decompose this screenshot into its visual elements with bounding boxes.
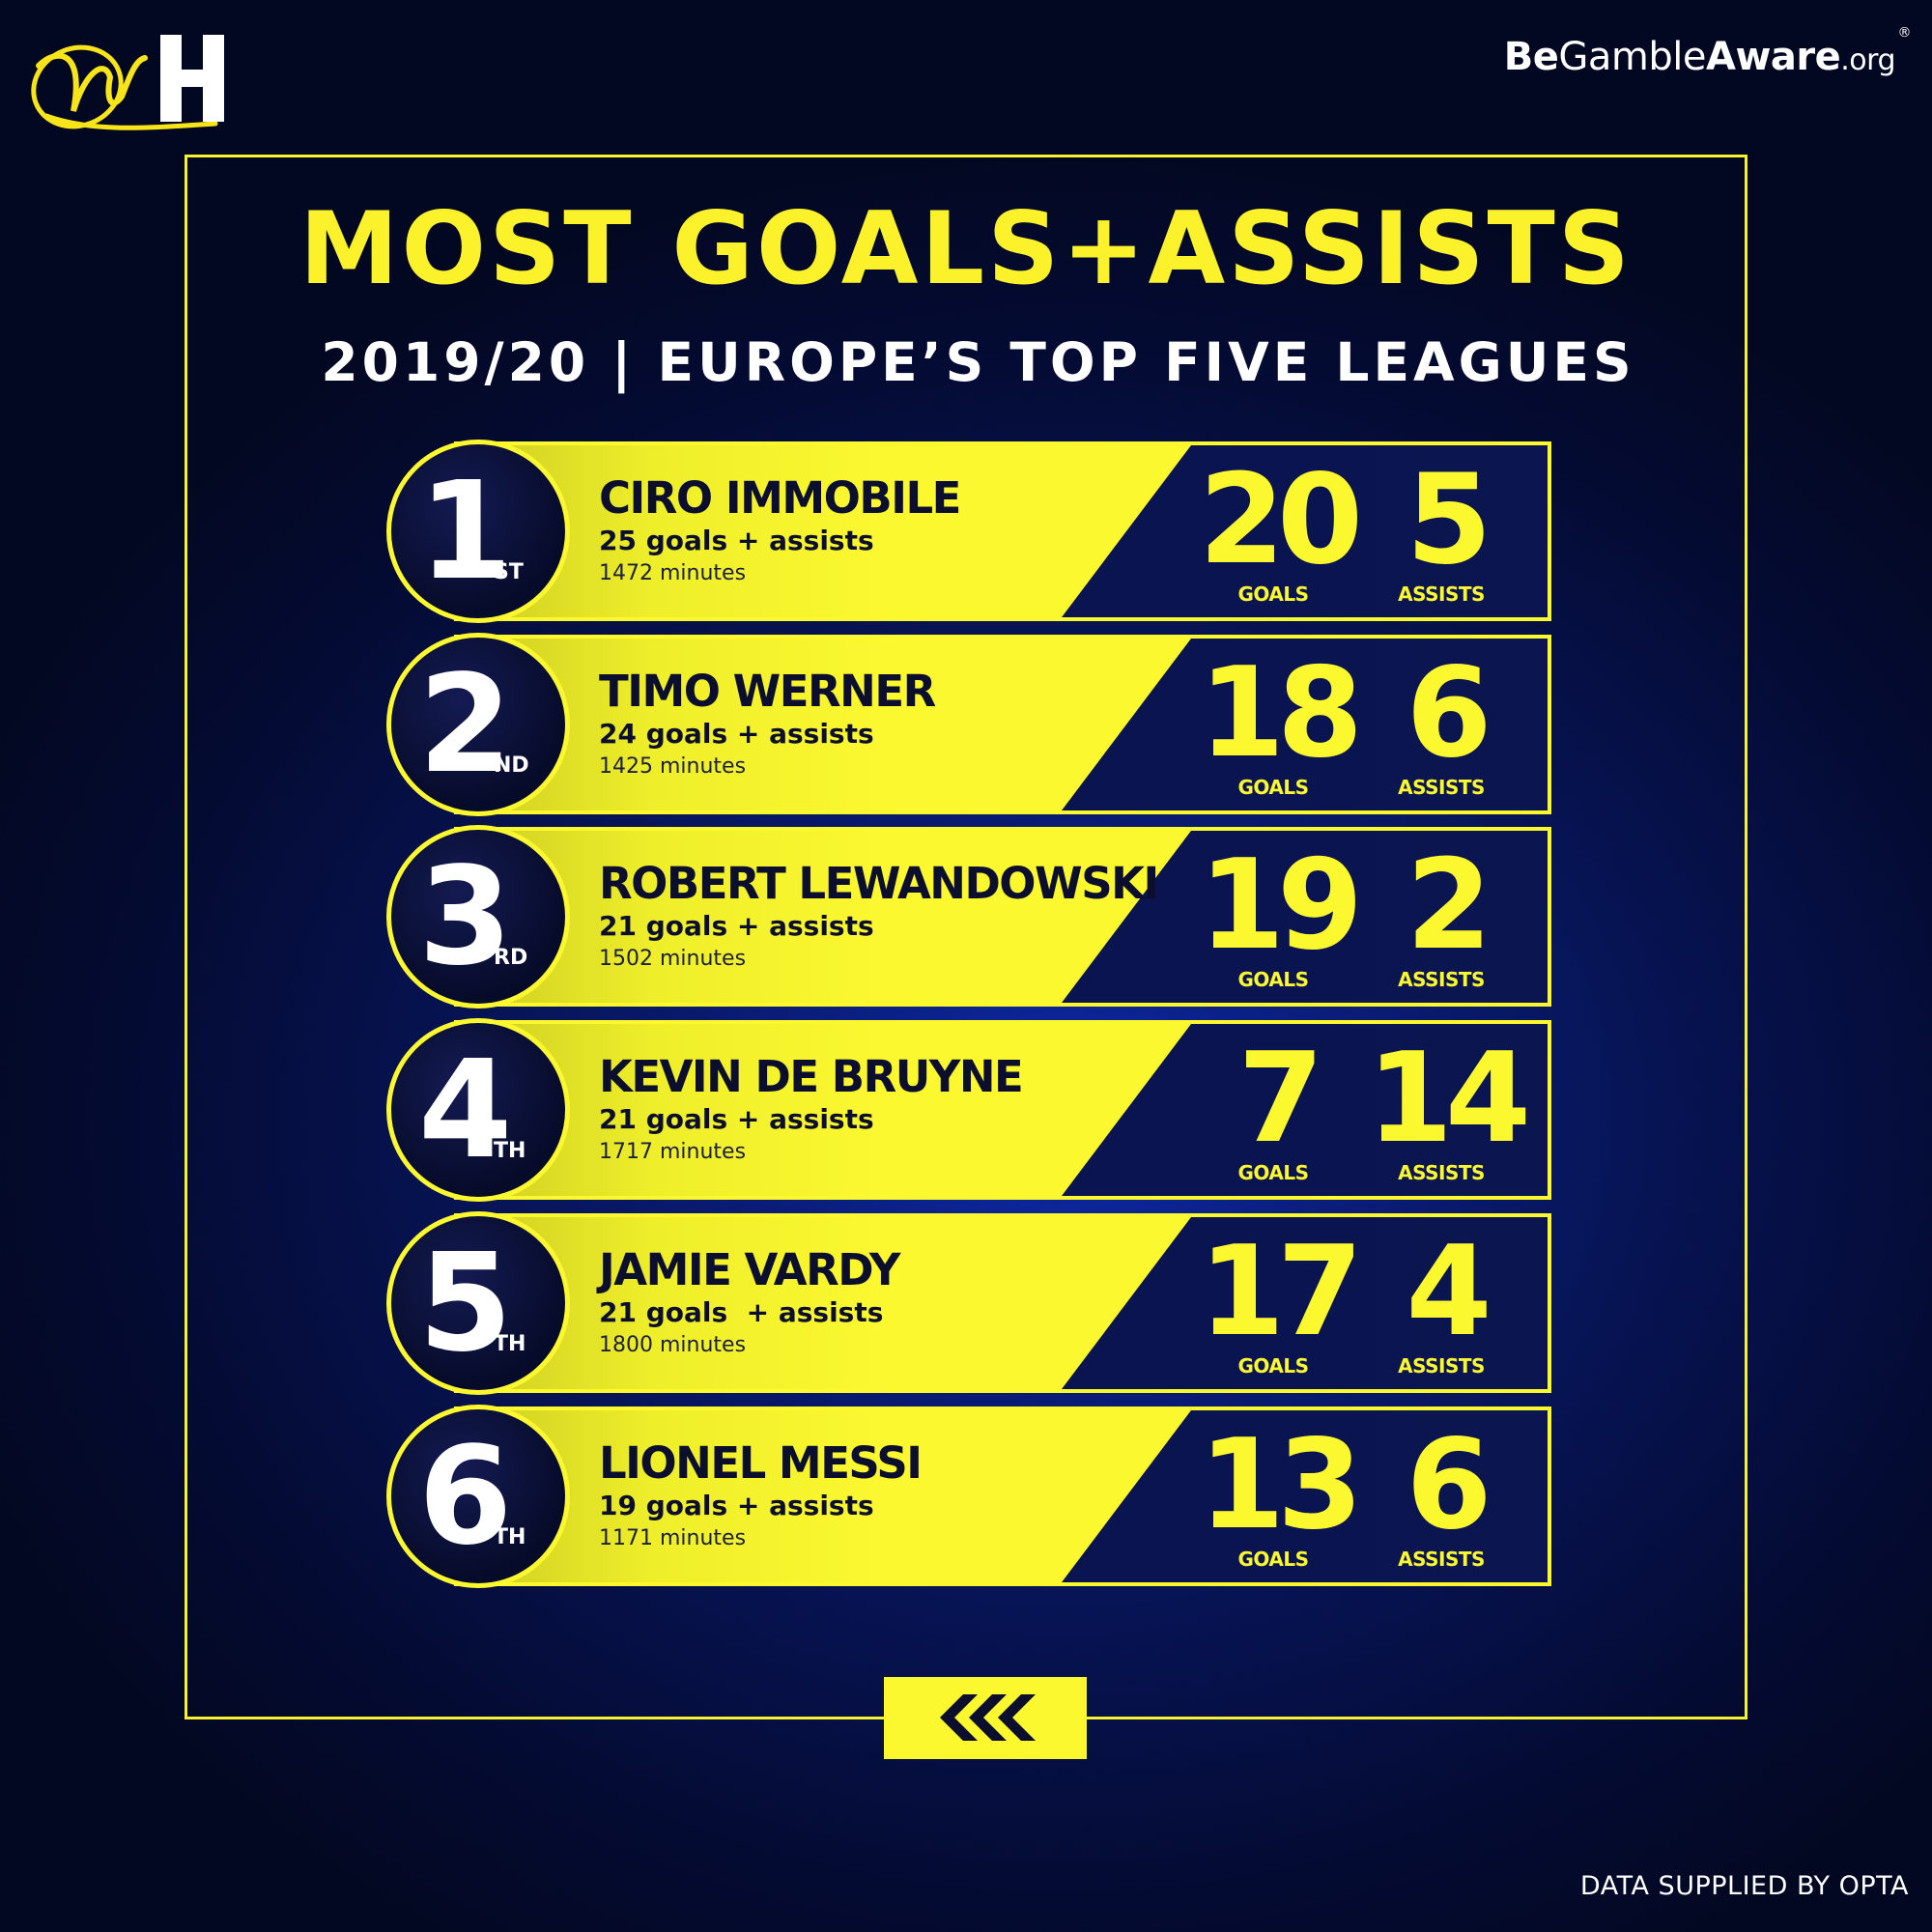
rank-suffix: ST [494, 560, 524, 584]
rank-number: 1 [418, 453, 512, 611]
back-button[interactable] [884, 1677, 1087, 1759]
rank-badge: 2 ND [386, 633, 570, 816]
william-hill-logo [17, 19, 230, 140]
goals-value: 20 [1198, 448, 1363, 592]
ranking-row: 6 TH LIONEL MESSI 19 goals + assists 117… [386, 1405, 1551, 1588]
assists-label: ASSISTS [1398, 1354, 1485, 1378]
ranking-row: 5 TH JAMIE VARDY 21 goals + assists 1800… [386, 1211, 1551, 1395]
player-total: 19 goals + assists [599, 1490, 874, 1521]
goals-label: GOALS [1237, 968, 1309, 991]
page-subtitle: 2019/20 | EUROPE’S TOP FIVE LEAGUES [321, 331, 1635, 393]
rank-number: 3 [418, 838, 512, 996]
gamble-aware: Aware [1705, 35, 1841, 79]
rank-badge: 1 ST [386, 440, 570, 623]
ranking-row: 2 ND TIMO WERNER 24 goals + assists 1425… [386, 633, 1551, 816]
rank-badge: 3 RD [386, 825, 570, 1009]
player-total: 25 goals + assists [599, 525, 874, 556]
player-name: CIRO IMMOBILE [599, 472, 961, 524]
goals-label: GOALS [1237, 1354, 1309, 1378]
rank-suffix: TH [494, 1332, 526, 1356]
goals-label: GOALS [1237, 582, 1309, 606]
rank-badge: 5 TH [386, 1211, 570, 1395]
player-total: 21 goals + assists [599, 910, 874, 942]
player-name: JAMIE VARDY [599, 1244, 900, 1295]
rank-badge: 6 TH [386, 1405, 570, 1588]
assists-value: 5 [1406, 448, 1492, 592]
assists-label: ASSISTS [1398, 968, 1485, 991]
gamble-be: Be [1503, 35, 1559, 79]
goals-value: 19 [1198, 834, 1363, 978]
goals-label: GOALS [1237, 776, 1309, 799]
goals-value: 18 [1198, 641, 1363, 785]
rank-number: 6 [418, 1418, 512, 1576]
rank-suffix: ND [494, 753, 529, 778]
assists-value: 14 [1366, 1027, 1531, 1171]
rank-number: 5 [418, 1225, 512, 1382]
triple-chevron-left-icon [940, 1694, 1036, 1741]
player-minutes: 1502 minutes [599, 947, 747, 971]
player-minutes: 1425 minutes [599, 754, 747, 779]
goals-label: GOALS [1237, 1161, 1309, 1184]
goals-value: 7 [1237, 1027, 1323, 1171]
rank-badge: 4 TH [386, 1018, 570, 1202]
player-minutes: 1717 minutes [599, 1140, 747, 1164]
ranking-row: 3 RD ROBERT LEWANDOWSKI 21 goals + assis… [386, 825, 1551, 1009]
gamble-org: .org [1840, 43, 1895, 77]
player-minutes: 1171 minutes [599, 1526, 747, 1550]
registered-mark: ® [1897, 25, 1912, 41]
player-total: 21 goals + assists [599, 1103, 874, 1135]
rank-suffix: TH [494, 1525, 526, 1549]
player-minutes: 1800 minutes [599, 1333, 747, 1357]
page-title: MOST GOALS+ASSISTS [299, 191, 1633, 307]
begambleaware-logo[interactable]: BeGambleAware.org ® [1503, 25, 1912, 79]
assists-value: 6 [1406, 1413, 1492, 1557]
goals-value: 17 [1198, 1220, 1363, 1364]
player-total: 24 goals + assists [599, 718, 874, 750]
rank-number: 2 [418, 646, 512, 804]
player-minutes: 1472 minutes [599, 561, 747, 585]
goals-label: GOALS [1237, 1548, 1309, 1571]
player-name: LIONEL MESSI [599, 1437, 923, 1489]
assists-label: ASSISTS [1398, 1548, 1485, 1571]
assists-label: ASSISTS [1398, 776, 1485, 799]
player-name: KEVIN DE BRUYNE [599, 1051, 1024, 1102]
assists-value: 2 [1406, 834, 1492, 978]
assists-label: ASSISTS [1398, 582, 1485, 606]
data-source: DATA SUPPLIED BY OPTA [1579, 1871, 1909, 1901]
player-total: 21 goals + assists [599, 1296, 884, 1328]
ranking-row: 1 ST CIRO IMMOBILE 25 goals + assists 14… [386, 440, 1551, 623]
goals-value: 13 [1198, 1413, 1363, 1557]
gamble-gamble: Gamble [1558, 35, 1706, 79]
player-name: ROBERT LEWANDOWSKI [599, 858, 1159, 909]
assists-value: 6 [1406, 641, 1492, 785]
ranking-row: 4 TH KEVIN DE BRUYNE 21 goals + assists … [386, 1018, 1551, 1202]
rank-suffix: TH [494, 1139, 526, 1163]
rank-number: 4 [418, 1032, 512, 1189]
assists-value: 4 [1406, 1220, 1492, 1364]
assists-label: ASSISTS [1398, 1161, 1485, 1184]
rank-suffix: RD [494, 946, 528, 970]
player-name: TIMO WERNER [599, 666, 936, 717]
